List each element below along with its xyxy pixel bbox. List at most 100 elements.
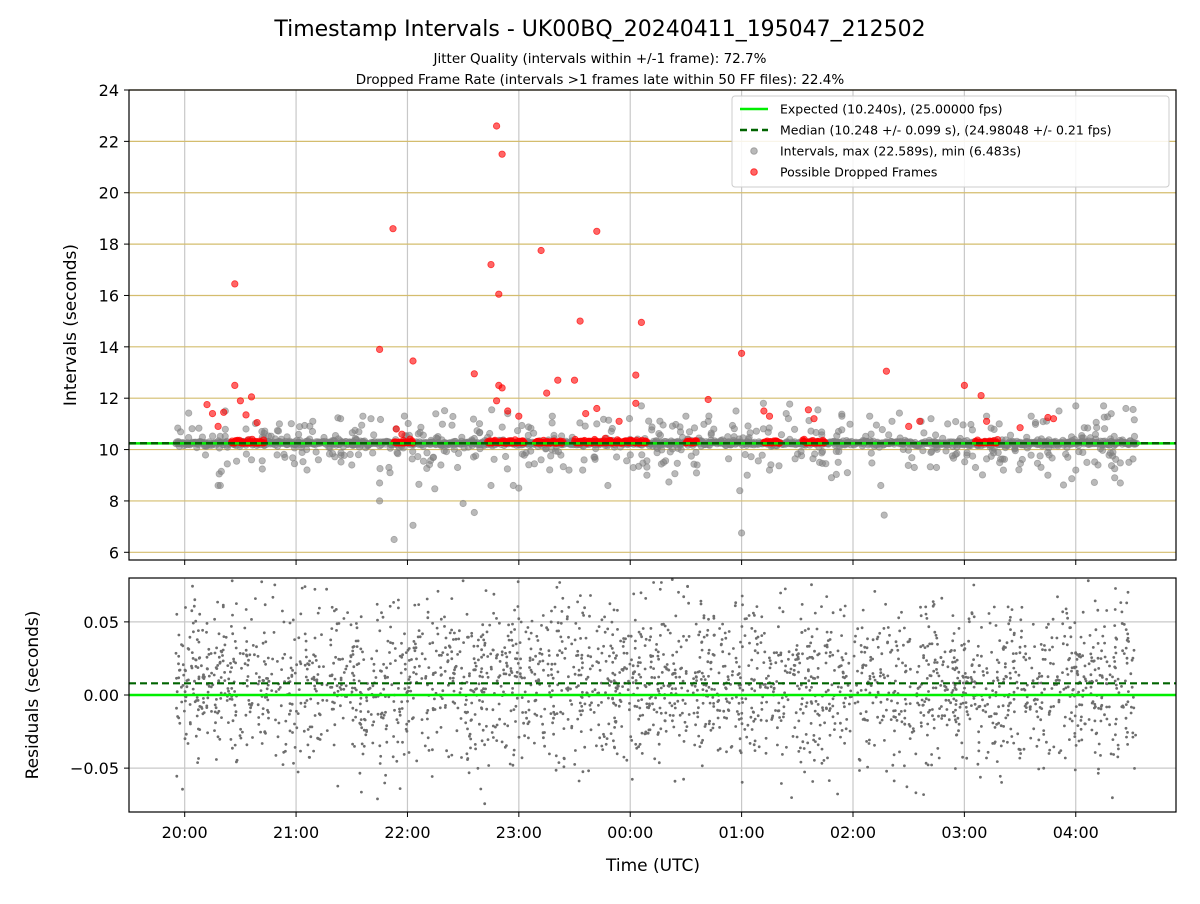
- residual-point: [667, 629, 670, 632]
- residual-point: [673, 702, 676, 705]
- residual-point: [360, 615, 363, 618]
- residual-point: [528, 666, 531, 669]
- residual-point: [1121, 649, 1124, 652]
- residual-point: [1010, 735, 1013, 738]
- residual-point: [649, 635, 652, 638]
- residual-point: [967, 713, 970, 716]
- residual-point: [1117, 748, 1120, 751]
- residual-point: [226, 699, 229, 702]
- residual-point: [264, 640, 267, 643]
- residual-point: [701, 672, 704, 675]
- residual-point: [1012, 660, 1015, 663]
- residual-point: [1014, 671, 1017, 674]
- residual-point: [331, 701, 334, 704]
- dropped-frame-point: [204, 401, 210, 407]
- residual-point: [567, 606, 570, 609]
- residual-point: [1052, 618, 1055, 621]
- x-tick-label: 22:00: [384, 823, 430, 842]
- residual-point: [674, 687, 677, 690]
- residual-point: [561, 610, 564, 613]
- residual-point: [300, 702, 303, 705]
- residual-point: [659, 707, 662, 710]
- residual-point: [863, 646, 866, 649]
- residual-point: [258, 676, 261, 679]
- residual-point: [1130, 706, 1133, 709]
- residual-point: [1094, 600, 1097, 603]
- residual-point: [1111, 796, 1114, 799]
- residual-point: [922, 714, 925, 717]
- interval-point: [674, 460, 680, 466]
- residual-point: [1034, 698, 1037, 701]
- residual-point: [891, 764, 894, 767]
- residual-point: [701, 649, 704, 652]
- residual-point: [765, 737, 768, 740]
- interval-point: [744, 472, 750, 478]
- interval-point: [705, 418, 711, 424]
- residual-point: [1070, 635, 1073, 638]
- residual-point: [821, 706, 824, 709]
- residual-point: [534, 655, 537, 658]
- residual-point: [291, 669, 294, 672]
- interval-point: [1007, 432, 1013, 438]
- residual-point: [407, 720, 410, 723]
- residual-point: [880, 701, 883, 704]
- residual-point: [184, 737, 187, 740]
- interval-point: [1087, 435, 1093, 441]
- residual-point: [1125, 717, 1128, 720]
- residual-point: [504, 652, 507, 655]
- residual-point: [248, 703, 251, 706]
- dropped-frame-point: [499, 385, 505, 391]
- residual-point: [713, 688, 716, 691]
- residual-point: [757, 714, 760, 717]
- residual-point: [500, 685, 503, 688]
- residual-point: [397, 687, 400, 690]
- residual-point: [945, 699, 948, 702]
- residual-point: [314, 588, 317, 591]
- residual-point: [1065, 612, 1068, 615]
- residual-point: [931, 708, 934, 711]
- residual-point: [766, 687, 769, 690]
- residual-point: [628, 702, 631, 705]
- residual-point: [581, 612, 584, 615]
- interval-point: [1065, 454, 1071, 460]
- residual-point: [527, 626, 530, 629]
- residual-point: [637, 665, 640, 668]
- residual-point: [494, 726, 497, 729]
- residual-point: [1029, 705, 1032, 708]
- residual-point: [1088, 662, 1091, 665]
- residual-point: [763, 651, 766, 654]
- residual-point: [227, 678, 230, 681]
- residual-point: [686, 585, 689, 588]
- interval-point: [514, 428, 520, 434]
- interval-point: [202, 452, 208, 458]
- residual-point: [293, 723, 296, 726]
- residual-point: [707, 652, 710, 655]
- residual-point: [826, 646, 829, 649]
- residual-point: [752, 711, 755, 714]
- residual-point: [885, 770, 888, 773]
- residual-point: [964, 672, 967, 675]
- residual-point: [906, 785, 909, 788]
- residual-point: [947, 699, 950, 702]
- residual-point: [196, 638, 199, 641]
- residual-point: [213, 674, 216, 677]
- interval-point: [753, 428, 759, 434]
- residual-point: [847, 684, 850, 687]
- residual-point: [839, 722, 842, 725]
- residual-point: [811, 635, 814, 638]
- residual-point: [506, 665, 509, 668]
- residual-point: [1059, 749, 1062, 752]
- residual-point: [597, 647, 600, 650]
- residual-point: [734, 604, 737, 607]
- interval-point: [549, 413, 555, 419]
- residual-point: [550, 621, 553, 624]
- residual-point: [929, 674, 932, 677]
- interval-point: [1104, 414, 1110, 420]
- residual-point: [754, 630, 757, 633]
- interval-point: [1130, 456, 1136, 462]
- residual-point: [305, 656, 308, 659]
- interval-point: [489, 407, 495, 413]
- interval-point: [473, 453, 479, 459]
- residual-point: [314, 688, 317, 691]
- residual-point: [558, 649, 561, 652]
